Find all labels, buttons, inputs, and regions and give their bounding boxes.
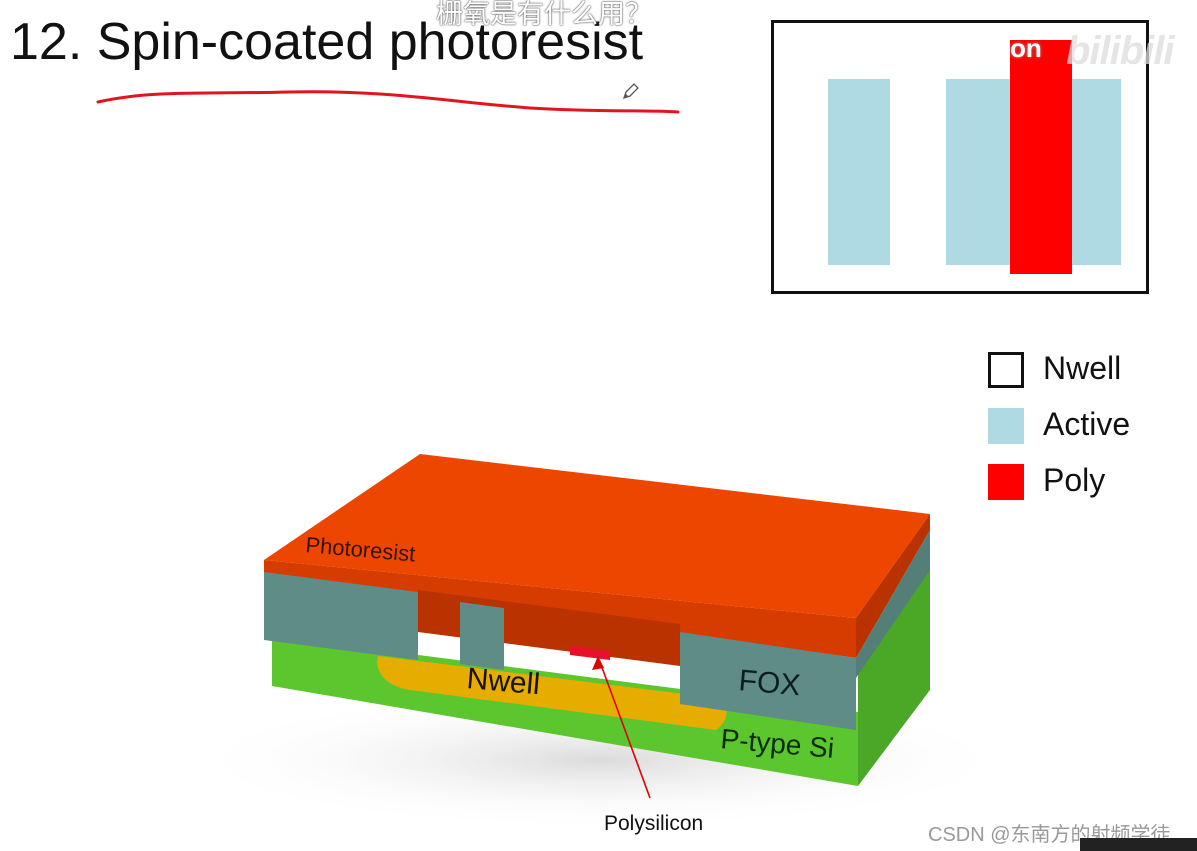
fox-left xyxy=(264,572,418,660)
legend-swatch-poly xyxy=(988,464,1024,500)
legend-swatch-nwell xyxy=(988,352,1024,388)
layout-nwell-box: on bilibili xyxy=(771,20,1175,294)
fox-right-side xyxy=(856,530,930,678)
legend-swatch-active xyxy=(988,408,1024,444)
title-underline xyxy=(96,90,680,114)
legend-item-active: Active xyxy=(988,404,1188,444)
photoresist-top xyxy=(264,454,930,618)
legend-item-poly: Poly xyxy=(988,460,1188,500)
legend-label: Nwell xyxy=(1043,350,1122,386)
corner-bar xyxy=(1080,838,1197,851)
fox-center xyxy=(460,602,504,670)
arrow-head xyxy=(592,656,604,670)
bilibili-logo: bilibili xyxy=(1066,29,1175,73)
watermark-on: on xyxy=(1010,33,1042,63)
slide-title: 12. Spin-coated photoresist xyxy=(10,13,644,71)
layout-poly-gate xyxy=(1010,40,1072,274)
legend-label: Poly xyxy=(1043,462,1106,498)
polysilicon-gate xyxy=(570,646,610,660)
label-polysilicon: Polysilicon xyxy=(604,812,703,835)
cross-section-diagram: Photoresist Nwell FOX P-type Si Polysili… xyxy=(180,454,1000,835)
label-nwell: Nwell xyxy=(465,662,541,701)
pencil-icon xyxy=(622,83,639,100)
photoresist-right-side xyxy=(856,514,930,658)
legend-label: Active xyxy=(1043,406,1131,442)
label-fox: FOX xyxy=(737,664,801,702)
nwell-region xyxy=(377,656,727,730)
legend-item-nwell: Nwell xyxy=(988,348,1188,388)
layout-active-left xyxy=(828,79,890,265)
polysilicon-arrow xyxy=(599,661,651,799)
subtitle-overlay: 栅氧是有什么用？ xyxy=(436,0,652,29)
fox-right xyxy=(680,632,856,730)
